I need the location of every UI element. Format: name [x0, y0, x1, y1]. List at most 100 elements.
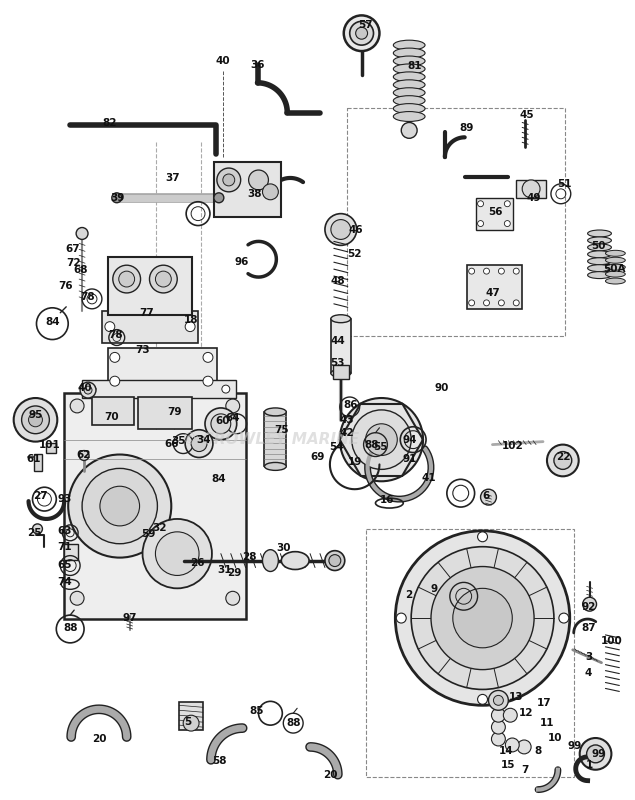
Text: 22: 22 — [556, 451, 571, 462]
Text: 56: 56 — [488, 206, 503, 217]
Text: 39: 39 — [110, 193, 125, 202]
Circle shape — [505, 738, 519, 752]
Circle shape — [478, 221, 483, 226]
Text: 25: 25 — [27, 528, 42, 538]
Circle shape — [119, 271, 135, 287]
Text: 100: 100 — [601, 636, 622, 646]
Text: 79: 79 — [167, 407, 182, 417]
Ellipse shape — [605, 264, 625, 270]
Circle shape — [82, 468, 157, 544]
Circle shape — [583, 598, 596, 611]
Text: 51: 51 — [558, 179, 572, 189]
Text: 32: 32 — [152, 523, 166, 533]
Ellipse shape — [393, 72, 425, 82]
Circle shape — [513, 300, 519, 306]
Text: 68: 68 — [74, 265, 88, 275]
FancyBboxPatch shape — [476, 198, 513, 230]
Circle shape — [350, 22, 373, 45]
Text: 70: 70 — [105, 412, 119, 422]
Circle shape — [110, 353, 120, 362]
Text: © CROWLEY MARINE: © CROWLEY MARINE — [182, 432, 359, 447]
Circle shape — [142, 519, 212, 588]
Ellipse shape — [264, 462, 286, 470]
Circle shape — [79, 450, 89, 461]
Circle shape — [70, 591, 84, 605]
Text: 50: 50 — [591, 242, 606, 251]
Ellipse shape — [605, 250, 625, 256]
Ellipse shape — [587, 258, 612, 265]
Text: 37: 37 — [165, 173, 180, 183]
Circle shape — [481, 490, 497, 505]
Text: 88: 88 — [364, 440, 378, 450]
Circle shape — [522, 180, 540, 198]
Text: 67: 67 — [66, 244, 81, 254]
Circle shape — [76, 227, 88, 239]
Ellipse shape — [587, 244, 612, 251]
Ellipse shape — [281, 552, 309, 570]
Text: 89: 89 — [460, 123, 474, 134]
Circle shape — [217, 168, 241, 192]
Circle shape — [366, 424, 398, 455]
Text: 53: 53 — [331, 358, 345, 368]
Ellipse shape — [262, 550, 278, 571]
Circle shape — [491, 720, 505, 734]
Circle shape — [112, 193, 122, 202]
Text: 78: 78 — [109, 330, 123, 339]
Circle shape — [587, 745, 605, 762]
Circle shape — [491, 732, 505, 746]
Text: 30: 30 — [276, 542, 291, 553]
Circle shape — [491, 708, 505, 722]
FancyBboxPatch shape — [138, 397, 192, 429]
Circle shape — [493, 695, 504, 706]
Text: 28: 28 — [243, 552, 257, 562]
Text: 5: 5 — [185, 717, 192, 727]
Text: 87: 87 — [581, 623, 596, 633]
Circle shape — [68, 454, 171, 558]
Text: 99: 99 — [568, 741, 582, 751]
Text: 2: 2 — [406, 590, 413, 600]
Text: 50A: 50A — [603, 264, 625, 274]
Circle shape — [211, 414, 231, 434]
Circle shape — [222, 385, 230, 393]
Text: 101: 101 — [39, 440, 60, 450]
Circle shape — [331, 219, 351, 239]
Text: 36: 36 — [250, 60, 265, 70]
Text: 17: 17 — [537, 698, 551, 708]
Text: 75: 75 — [274, 425, 289, 434]
Text: 11: 11 — [540, 718, 554, 728]
Ellipse shape — [393, 96, 425, 106]
FancyBboxPatch shape — [64, 393, 246, 619]
Circle shape — [478, 201, 483, 206]
Circle shape — [401, 122, 417, 138]
Text: 13: 13 — [509, 692, 523, 702]
FancyBboxPatch shape — [108, 258, 192, 314]
Circle shape — [185, 430, 213, 458]
FancyBboxPatch shape — [102, 310, 198, 342]
Circle shape — [547, 445, 578, 476]
Ellipse shape — [587, 237, 612, 244]
Text: 76: 76 — [58, 281, 72, 291]
Text: 63: 63 — [57, 526, 72, 536]
Ellipse shape — [393, 56, 425, 66]
Text: 14: 14 — [499, 746, 514, 756]
Text: 43: 43 — [340, 415, 354, 425]
Circle shape — [513, 268, 519, 274]
Text: 69: 69 — [311, 453, 325, 462]
Circle shape — [396, 613, 406, 623]
Ellipse shape — [264, 408, 286, 416]
Text: 20: 20 — [323, 770, 337, 780]
Circle shape — [70, 399, 84, 413]
Text: 65: 65 — [57, 559, 72, 570]
Ellipse shape — [393, 40, 425, 50]
Text: 95: 95 — [29, 410, 43, 420]
Text: 38: 38 — [247, 189, 262, 199]
Circle shape — [105, 322, 115, 332]
FancyBboxPatch shape — [108, 349, 217, 390]
Circle shape — [329, 554, 341, 566]
Text: 97: 97 — [123, 613, 137, 623]
Text: 20: 20 — [91, 734, 106, 744]
Text: 42: 42 — [340, 428, 354, 438]
Text: 58: 58 — [213, 756, 227, 766]
Text: 52: 52 — [347, 250, 362, 259]
Circle shape — [110, 376, 120, 386]
